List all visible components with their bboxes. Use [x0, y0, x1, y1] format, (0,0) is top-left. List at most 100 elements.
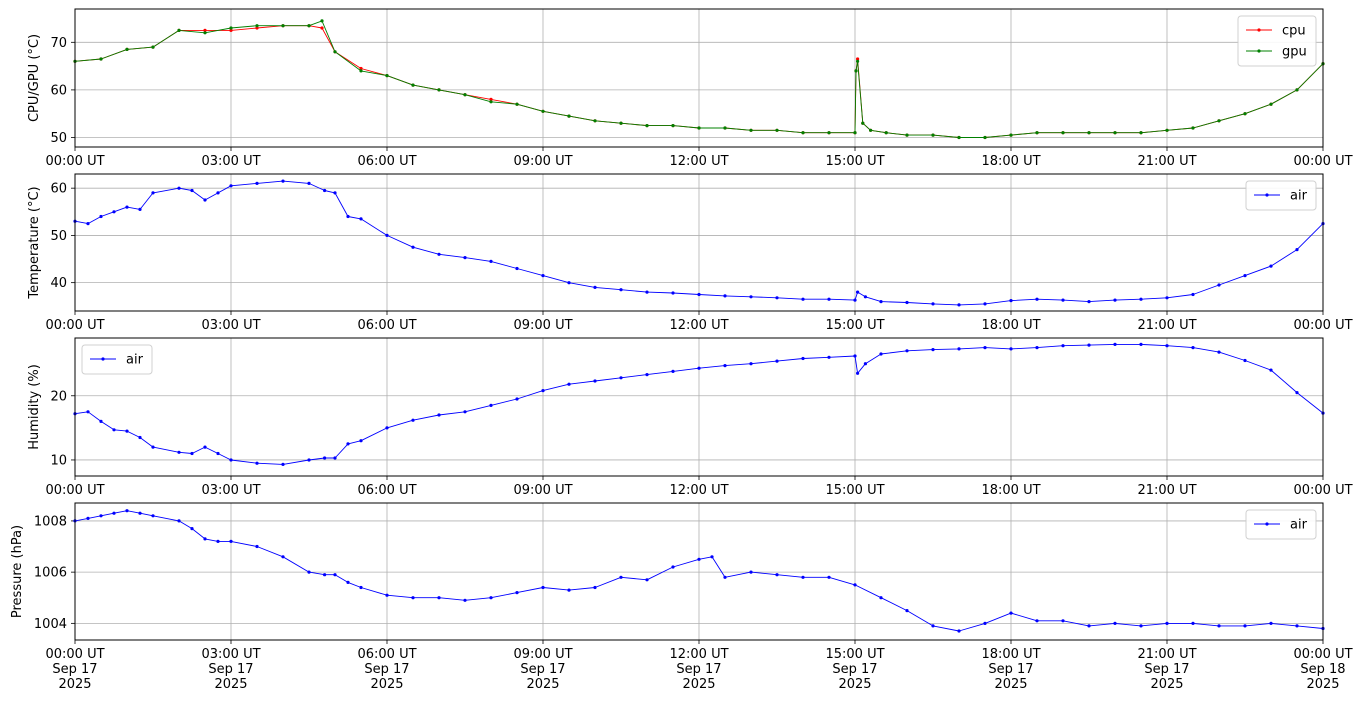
data-point-air — [333, 191, 337, 195]
x-tick-label: 15:00 UT — [825, 318, 884, 333]
data-point-air — [593, 379, 597, 383]
data-point-air — [749, 362, 753, 366]
data-point-cpu — [359, 66, 363, 71]
data-point-air — [1217, 350, 1221, 354]
x-tick-label: 18:00 UT — [981, 483, 1040, 498]
data-point-gpu — [1243, 112, 1247, 116]
data-point-air — [125, 509, 129, 513]
x-tick-label: 00:00 UT — [45, 318, 104, 333]
data-point-gpu — [749, 128, 753, 132]
data-point-air — [255, 544, 259, 549]
data-point-air — [203, 198, 207, 202]
data-point-air — [1035, 297, 1039, 301]
y-tick-label: 1004 — [34, 617, 67, 632]
data-point-gpu — [1295, 88, 1299, 92]
data-point-air — [281, 555, 285, 559]
data-point-gpu — [307, 24, 311, 28]
data-point-gpu — [1269, 102, 1273, 106]
data-point-air — [1191, 292, 1195, 297]
data-point-air — [931, 624, 935, 628]
data-point-air — [190, 527, 194, 531]
x-tick-label: 03:00 UT — [201, 318, 260, 333]
data-point-air — [1009, 611, 1013, 615]
data-point-air — [593, 285, 597, 289]
data-point-air — [775, 573, 779, 577]
y-tick-label: 60 — [50, 83, 67, 98]
x-tick-label: 03:00 UT — [201, 483, 260, 498]
data-point-air — [645, 578, 649, 582]
legend-marker-air — [101, 357, 105, 361]
data-point-air — [1165, 621, 1169, 626]
data-point-air — [567, 281, 571, 285]
data-point-air — [567, 588, 571, 592]
chart-panel-4: 00:00 UT Sep 17 2025 03:00 UT Sep 17 2025 06:0… — [10, 502, 1353, 692]
data-point-air — [697, 557, 701, 561]
data-point-air — [86, 516, 90, 521]
data-point-air — [359, 439, 363, 443]
data-point-air — [489, 259, 493, 263]
data-point-air — [112, 511, 116, 515]
data-point-gpu — [1087, 131, 1091, 135]
y-tick-label: 10 — [50, 453, 67, 468]
data-point-air — [151, 514, 155, 518]
data-point-gpu — [489, 100, 493, 104]
data-point-air — [437, 252, 441, 256]
x-tick-label: 18:00 UT — [981, 154, 1040, 169]
data-point-air — [931, 302, 935, 306]
data-point-air — [801, 297, 805, 301]
y-tick-label: 50 — [50, 131, 67, 146]
data-point-gpu — [411, 83, 415, 87]
y-tick-label: 1006 — [34, 566, 67, 581]
data-point-air — [346, 580, 350, 585]
data-point-air — [229, 184, 233, 188]
data-point-gpu — [861, 121, 865, 125]
data-point-air — [1139, 297, 1143, 301]
data-point-air — [177, 519, 181, 523]
legend-label-air: air — [1290, 189, 1308, 204]
data-point-air — [856, 290, 860, 294]
legend-label-gpu: gpu — [1282, 45, 1307, 60]
data-point-air — [957, 629, 961, 633]
data-point-gpu — [827, 131, 831, 135]
data-point-air — [323, 456, 327, 460]
data-point-air — [112, 210, 116, 214]
x-tick-label: 00:00 UT — [1293, 483, 1352, 498]
data-point-air — [463, 256, 467, 260]
legend-marker-air — [1265, 522, 1269, 526]
data-point-air — [1217, 283, 1221, 287]
legend-label-air: air — [126, 353, 144, 368]
data-point-air — [1295, 624, 1299, 628]
data-point-air — [775, 359, 779, 363]
data-point-air — [86, 410, 90, 414]
y-tick-label: 40 — [50, 276, 67, 291]
data-point-air — [827, 575, 831, 579]
x-tick-label: 03:00 UT — [201, 154, 260, 169]
x-tick-label: 09:00 UT — [513, 318, 572, 333]
data-point-air — [281, 179, 285, 183]
data-point-air — [151, 445, 155, 449]
data-point-gpu — [801, 131, 805, 135]
data-point-air — [489, 596, 493, 600]
chart-panel-1: 00:00 UT 03:00 UT 06:00 UT 09:00 UT 12:00 UT… — [27, 8, 1353, 169]
data-point-air — [879, 300, 883, 304]
data-point-air — [346, 442, 350, 446]
data-point-gpu — [177, 28, 181, 32]
data-point-air — [515, 266, 519, 271]
x-tick-label: 00:00 UT Sep 18 2025 — [1293, 647, 1352, 692]
data-point-gpu — [541, 109, 545, 113]
data-point-air — [99, 419, 103, 423]
data-point-gpu — [593, 119, 597, 123]
data-point-air — [411, 245, 415, 249]
data-point-gpu — [1035, 131, 1039, 135]
data-point-air — [216, 191, 220, 195]
data-point-air — [151, 191, 155, 195]
data-point-air — [1191, 346, 1195, 350]
data-point-gpu — [1061, 131, 1065, 135]
data-point-air — [515, 397, 519, 401]
x-tick-label: 06:00 UT — [357, 483, 416, 498]
y-tick-label: 60 — [50, 182, 67, 197]
data-point-air — [437, 413, 441, 417]
x-tick-label: 15:00 UT Sep 17 2025 — [825, 647, 884, 692]
x-tick-label: 12:00 UT — [669, 483, 728, 498]
data-point-air — [1165, 344, 1169, 348]
